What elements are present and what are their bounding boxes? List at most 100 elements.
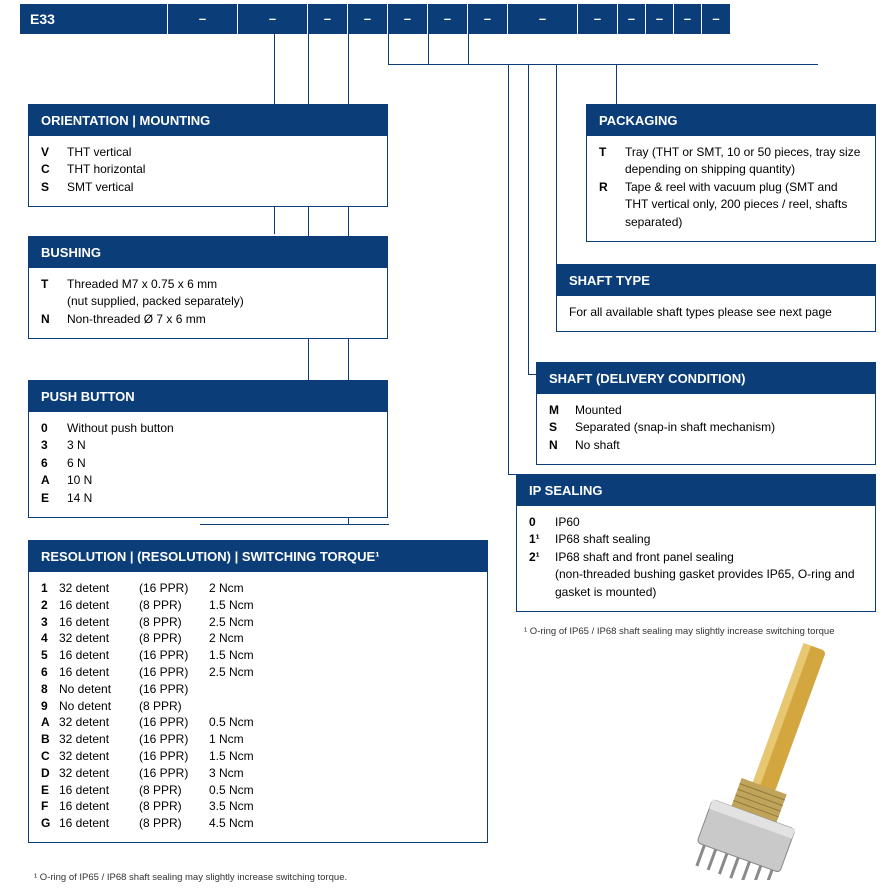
cell: (8 PPR) [139,597,209,614]
cell: D [41,765,59,782]
option-row: 1¹ IP68 shaft sealing [529,531,863,548]
resolution-row: 132 detent(16 PPR)2 Ncm [41,580,475,597]
box-body: TThreaded M7 x 0.75 x 6 mm(nut supplied,… [29,268,387,338]
strip-seg: – [348,4,388,34]
option-row: 3 3 N [41,437,375,454]
option-code: R [599,179,615,231]
box-shaft-delivery: SHAFT (DELIVERY CONDITION) MMountedSSepa… [536,362,876,465]
option-code: 1¹ [529,531,545,548]
option-text: No shaft [575,437,620,454]
option-code: E [41,490,57,507]
cell: 3 Ncm [209,765,289,782]
cell: (8 PPR) [139,630,209,647]
resolution-row: 9No detent(8 PPR) [41,698,475,715]
cell: 32 detent [59,731,139,748]
resolution-row: 432 detent(8 PPR)2 Ncm [41,630,475,647]
strip-seg: – [508,4,578,34]
cell: 32 detent [59,748,139,765]
option-row: SSeparated (snap-in shaft mechanism) [549,419,863,436]
cell: 0.5 Ncm [209,782,289,799]
cell: B [41,731,59,748]
cell: (16 PPR) [139,714,209,731]
option-text: Threaded M7 x 0.75 x 6 mm [67,276,217,293]
box-title: PACKAGING [587,105,875,136]
resolution-row: F16 detent(8 PPR)3.5 Ncm [41,798,475,815]
option-text: SMT vertical [67,179,133,196]
strip-seg: – [702,4,730,34]
option-text: Separated (snap-in shaft mechanism) [575,419,775,436]
partnumber-strip: E33 – – – – – – – – – – – – – [20,4,876,34]
resolution-row: C32 detent(16 PPR)1.5 Ncm [41,748,475,765]
cell: 0.5 Ncm [209,714,289,731]
box-ipsealing: IP SEALING 0IP601¹IP68 shaft sealing2¹IP… [516,474,876,612]
option-text: 3 N [67,437,86,454]
option-row: RTape & reel with vacuum plug (SMT and T… [599,179,863,231]
option-text: 10 N [67,472,92,489]
cell: 1.5 Ncm [209,597,289,614]
option-code: N [549,437,565,454]
cell: 9 [41,698,59,715]
option-text: THT vertical [67,144,131,161]
cell: C [41,748,59,765]
product-photo [620,640,870,880]
cell: A [41,714,59,731]
resolution-row: 516 detent(16 PPR)1.5 Ncm [41,647,475,664]
cell: 6 [41,664,59,681]
option-code: T [599,144,615,179]
box-title: PUSH BUTTON [29,381,387,412]
strip-seg: – [238,4,308,34]
option-text: (non-threaded bushing gasket provides IP… [555,566,863,601]
strip-seg: – [388,4,428,34]
cell: (16 PPR) [139,731,209,748]
option-text: Mounted [575,402,622,419]
box-body: VTHT verticalCTHT horizontalSSMT vertica… [29,136,387,206]
option-text: IP68 shaft and front panel sealing [555,549,734,566]
option-text: Tray (THT or SMT, 10 or 50 pieces, tray … [625,144,863,179]
box-body: For all available shaft types please see… [557,296,875,331]
box-title: IP SEALING [517,475,875,506]
strip-product: E33 [20,4,168,34]
box-orientation: ORIENTATION | MOUNTING VTHT verticalCTHT… [28,104,388,207]
option-row: T Tray (THT or SMT, 10 or 50 pieces, tray… [599,144,863,179]
resolution-row: D32 detent(16 PPR)3 Ncm [41,765,475,782]
option-code: V [41,144,57,161]
cell: 32 detent [59,630,139,647]
strip-seg: – [468,4,508,34]
footnote-ip: ¹ O-ring of IP65 / IP68 shaft sealing ma… [520,626,876,637]
resolution-row: 8No detent(16 PPR) [41,681,475,698]
option-code [529,566,545,601]
box-body: 132 detent(16 PPR)2 Ncm216 detent(8 PPR)… [29,572,487,842]
option-code: T [41,276,57,293]
cell: (16 PPR) [139,748,209,765]
cell: 4 [41,630,59,647]
cell: (16 PPR) [139,664,209,681]
option-code: C [41,161,57,178]
option-code: N [41,311,57,328]
option-row: A 10 N [41,472,375,489]
option-row: E 14 N [41,490,375,507]
option-code: 3 [41,437,57,454]
option-row: (non-threaded bushing gasket provides IP… [529,566,863,601]
box-bushing: BUSHING TThreaded M7 x 0.75 x 6 mm(nut s… [28,236,388,339]
cell: (8 PPR) [139,614,209,631]
option-code: A [41,472,57,489]
cell: 1 Ncm [209,731,289,748]
resolution-row: A32 detent(16 PPR)0.5 Ncm [41,714,475,731]
option-code [41,293,57,310]
cell [209,698,289,715]
box-body: 0IP601¹IP68 shaft sealing2¹IP68 shaft an… [517,506,875,611]
cell: 2.5 Ncm [209,664,289,681]
option-text: IP68 shaft sealing [555,531,650,548]
cell: 32 detent [59,765,139,782]
strip-seg: – [578,4,618,34]
cell: (16 PPR) [139,765,209,782]
cell: (8 PPR) [139,798,209,815]
cell: (16 PPR) [139,580,209,597]
option-text: 14 N [67,490,92,507]
cell: No detent [59,681,139,698]
cell: (8 PPR) [139,815,209,832]
box-title: RESOLUTION | (RESOLUTION) | SWITCHING TO… [29,541,487,572]
cell: 16 detent [59,597,139,614]
option-code: 0 [41,420,57,437]
option-text: 6 N [67,455,86,472]
